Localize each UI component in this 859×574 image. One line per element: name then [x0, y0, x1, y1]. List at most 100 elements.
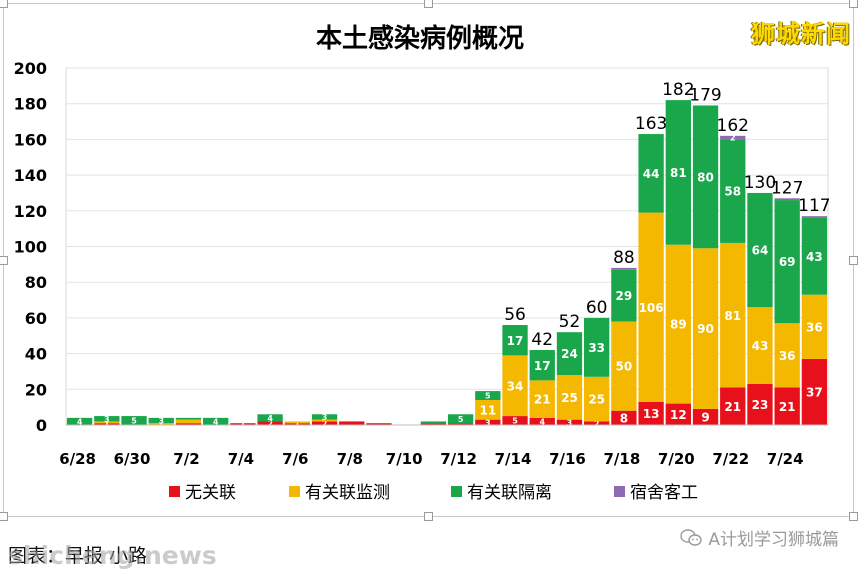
bar-segment: [529, 380, 555, 418]
bar-segment: [175, 423, 202, 425]
segment-label: 21: [779, 400, 796, 414]
legend-swatch: [451, 486, 462, 497]
segment-label: 5: [458, 415, 464, 424]
bar-segment: [556, 375, 583, 420]
bar-segment: [339, 421, 365, 425]
segment-label: 33: [588, 341, 605, 355]
segment-label: 43: [806, 250, 823, 264]
bar-segment: [475, 391, 501, 401]
segment-label: 80: [697, 170, 714, 184]
y-tick-label: 40: [25, 345, 47, 364]
y-tick-label: 100: [14, 238, 47, 257]
segment-label: 23: [752, 398, 769, 412]
resize-handle-top-left[interactable]: [0, 0, 8, 8]
y-tick-label: 180: [14, 95, 47, 114]
bar-segment: [665, 244, 691, 404]
bar-segment: [747, 192, 773, 308]
resize-handle-middle-right[interactable]: [849, 256, 858, 265]
resize-handle-bottom-right[interactable]: [849, 512, 858, 521]
segment-label: 29: [616, 289, 633, 303]
segment-label: 43: [752, 339, 769, 353]
bar-segment: [747, 307, 773, 384]
x-tick-label: 6/28: [59, 450, 96, 468]
segment-label: 5: [512, 417, 518, 426]
legend-label: 宿舍客工: [630, 483, 698, 503]
total-label: 56: [504, 305, 526, 325]
segment-label: 25: [588, 393, 605, 407]
legend-swatch: [169, 486, 180, 497]
segment-label: 89: [670, 318, 687, 332]
watermark-bottom: shicheng.news: [8, 541, 217, 570]
legend-swatch: [289, 486, 300, 497]
legend-label: 有关联隔离: [467, 483, 552, 503]
x-tick-label: 7/6: [282, 450, 308, 468]
segment-label: 2: [322, 419, 328, 428]
y-tick-label: 20: [25, 380, 47, 399]
segment-label: 24: [561, 347, 578, 361]
legend-label: 无关联: [185, 483, 236, 503]
x-tick-label: 7/2: [173, 450, 199, 468]
resize-handle-bottom-center[interactable]: [424, 512, 433, 521]
bar-segment: [148, 417, 174, 424]
segment-label: 8: [620, 411, 628, 425]
segment-label: 5: [131, 417, 137, 426]
bar-segment: [665, 403, 691, 425]
x-tick-label: 6/30: [114, 450, 151, 468]
total-label: 182: [662, 80, 694, 100]
segment-label: 3: [158, 417, 164, 426]
x-tick-label: 7/8: [337, 450, 363, 468]
segment-label: 69: [779, 255, 796, 269]
segment-label: 81: [724, 309, 741, 323]
segment-label: 90: [697, 322, 714, 336]
bars: 4135134124123531155341756421174232524522…: [66, 80, 831, 429]
bar-segment: [747, 383, 773, 425]
bar-segment: [230, 423, 256, 425]
bar-segment: [529, 350, 555, 381]
resize-handle-bottom-left[interactable]: [0, 512, 8, 521]
resize-handle-top-right[interactable]: [849, 0, 858, 8]
segment-label: 9: [701, 411, 709, 425]
bar-segment: [774, 198, 800, 201]
bar-segment: [692, 105, 719, 249]
segment-label: 106: [639, 301, 664, 315]
resize-handle-middle-left[interactable]: [0, 256, 8, 265]
bar-segment: [720, 242, 746, 388]
bar-segment: [311, 419, 338, 422]
wechat-account-name: A计划学习狮城篇: [708, 530, 839, 550]
bar-segment: [311, 414, 338, 420]
x-tick-label: 7/12: [440, 450, 477, 468]
bar-segment: [584, 376, 610, 422]
total-label: 163: [635, 114, 667, 134]
bar-segment: [720, 387, 746, 425]
segment-label: 2: [267, 419, 273, 428]
x-tick-label: 7/22: [712, 450, 749, 468]
total-label: 52: [559, 312, 581, 332]
y-axis: 0 20 40 60 80 100 120 140 160 180 200: [14, 59, 47, 435]
segment-label: 11: [479, 403, 496, 417]
segment-label: 50: [616, 360, 633, 374]
bar-segment: [284, 423, 310, 425]
bar-segment: [366, 423, 392, 425]
bar-segment: [148, 423, 174, 425]
bar-segment: [94, 423, 120, 425]
x-tick-label: 7/20: [658, 450, 695, 468]
bar-segment: [447, 414, 474, 424]
watermark-top: 狮城新闻: [751, 20, 851, 48]
segment-label: 13: [643, 407, 660, 421]
y-tick-label: 0: [36, 416, 47, 435]
bar-segment: [257, 421, 283, 425]
segment-label: 81: [670, 166, 687, 180]
bar-segment: [257, 414, 283, 422]
segment-label: 1: [104, 418, 110, 427]
bar-segment: [475, 400, 501, 420]
y-tick-label: 160: [14, 130, 47, 149]
bar-segment: [94, 416, 120, 422]
bar-segment: [720, 139, 746, 243]
resize-handle-top-center[interactable]: [424, 0, 433, 8]
segment-label: 25: [561, 391, 578, 405]
x-axis: 6/28 6/30 7/2 7/4 7/6 7/8 7/10 7/12 7/14 7/16 7/18…: [59, 424, 828, 468]
bar-segment: [774, 387, 800, 425]
bar-segment: [611, 267, 637, 270]
bar-segment: [774, 323, 800, 388]
